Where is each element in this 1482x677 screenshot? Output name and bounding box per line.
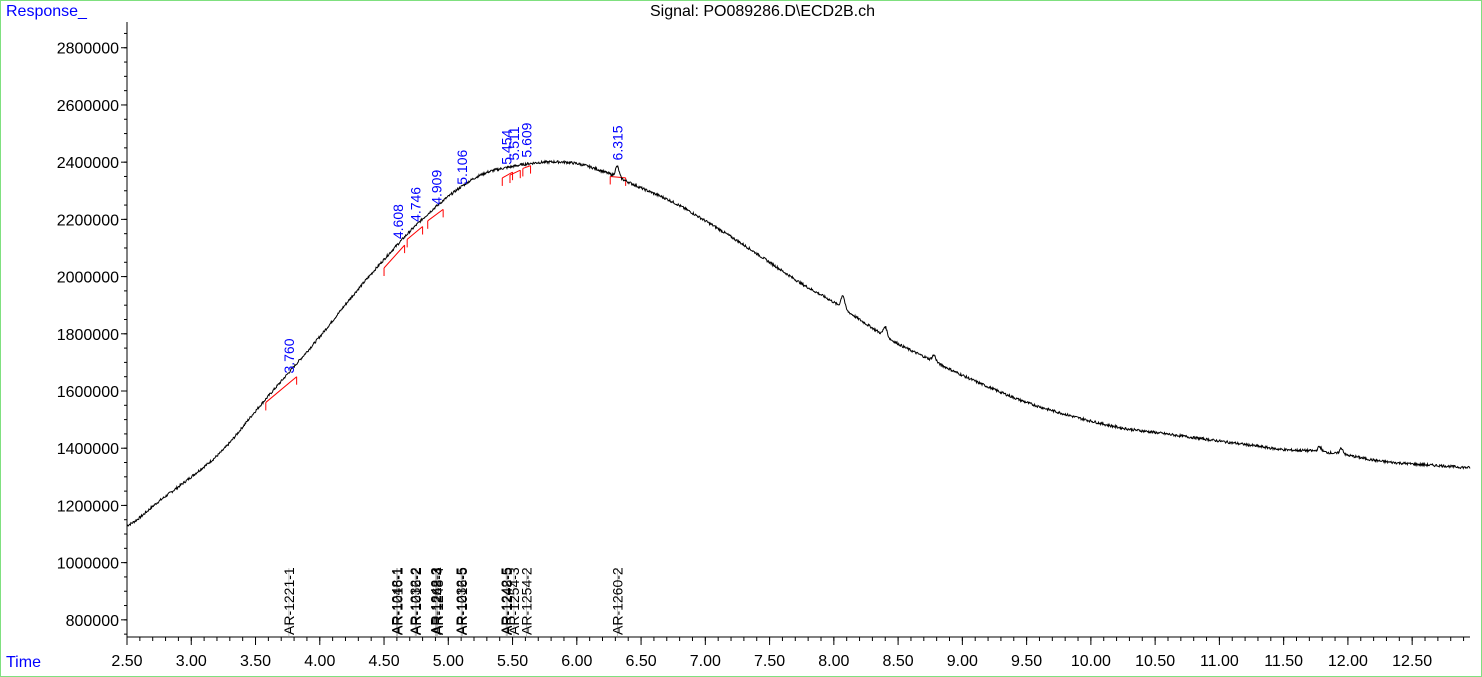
x-tick-label: 6.00 <box>561 653 592 670</box>
baseline-segment <box>265 376 297 403</box>
peak-rt-label: 4.746 <box>408 187 424 222</box>
x-axis-label: Time <box>6 654 41 671</box>
x-tick-label: 3.50 <box>240 653 271 670</box>
y-tick-label: 1000000 <box>57 556 119 573</box>
y-tick-label: 1200000 <box>57 498 119 515</box>
peak-rt-label: 4.909 <box>429 170 445 205</box>
x-tick-label: 9.00 <box>947 653 978 670</box>
x-tick-label: 11.50 <box>1264 653 1303 670</box>
x-tick-label: 11.00 <box>1200 653 1239 670</box>
baseline-segment <box>406 226 423 240</box>
x-tick-label: 10.50 <box>1135 653 1175 670</box>
y-tick-label: 1800000 <box>57 327 119 344</box>
signal-line <box>126 159 1471 527</box>
x-tick-label: 3.00 <box>176 653 207 670</box>
x-tick-label: 9.50 <box>1011 653 1042 670</box>
peak-labels: 3.760 4.608 4.746 4.909 5.106 5.4545.5115.609… <box>281 122 625 373</box>
baseline-segment <box>509 169 521 176</box>
compound-label: AR-1232-5 <box>453 567 469 635</box>
y-tick-label: 1400000 <box>57 441 119 458</box>
compound-label: AR-1268-3 <box>429 567 445 635</box>
x-tick-label: 7.00 <box>690 653 721 670</box>
peak-rt-label: 5.511 <box>506 126 522 160</box>
y-tick-label: 2000000 <box>57 270 119 287</box>
baseline-segment <box>427 208 444 222</box>
peak-rt-label: 5.106 <box>454 150 470 185</box>
compound-label: AR-1260-2 <box>609 567 625 635</box>
baseline-segment <box>522 165 531 169</box>
x-tick-label: 5.00 <box>433 653 464 670</box>
compound-markers: AR-1221-1 AR-1248-1AR-1016-1 AR-1232-2AR-1… <box>281 567 625 637</box>
compound-label: AR-1242-3 <box>428 567 444 635</box>
chart-title: Signal: PO089286.D\ECD2B.ch <box>650 3 876 20</box>
y-tick-label: 2600000 <box>57 98 119 115</box>
y-tick-label: 2200000 <box>57 212 119 229</box>
compound-label: AR-1221-1 <box>281 567 297 635</box>
compound-label: AR-1242-5 <box>498 567 514 635</box>
peak-rt-label: 3.760 <box>281 338 297 373</box>
compound-label: AR-1248-5 <box>499 567 515 635</box>
compound-label: AR-1248-1 <box>388 567 404 635</box>
peak-rt-label: 6.315 <box>609 125 625 160</box>
x-tick-label: 5.50 <box>497 653 528 670</box>
x-tick-label: 8.00 <box>818 653 849 670</box>
signal-trace <box>126 159 1471 527</box>
compound-label: AR-1016-1 <box>389 567 405 635</box>
peak-rt-label: 5.454 <box>499 129 515 164</box>
compound-label: AR-1254-3 <box>506 567 522 635</box>
y-axis-label: Response_ <box>6 3 87 20</box>
compound-label: AR-1248-4 <box>430 567 446 635</box>
baseline-segment <box>610 175 626 179</box>
baseline-segment <box>502 171 513 179</box>
peak-rt-label: 4.608 <box>390 204 406 239</box>
x-tick-label: 7.50 <box>754 653 785 670</box>
y-tick-label: 1600000 <box>57 384 119 401</box>
x-tick-label: 10.00 <box>1071 653 1111 670</box>
y-tick-label: 800000 <box>66 613 119 630</box>
peak-rt-label: 5.609 <box>519 122 535 157</box>
x-tick-label: 4.00 <box>304 653 335 670</box>
y-tick-label: 2400000 <box>57 155 119 172</box>
axes: 800000 1000000 1200000 1400000 1600000 180000… <box>57 22 1470 670</box>
compound-label: AR-1254-2 <box>519 567 535 635</box>
x-tick-label: 12.50 <box>1392 653 1432 670</box>
x-tick-label: 12.00 <box>1328 653 1368 670</box>
x-tick-label: 6.50 <box>625 653 656 670</box>
x-tick-label: 2.50 <box>111 653 142 670</box>
x-tick-label: 4.50 <box>368 653 399 670</box>
x-tick-label: 8.50 <box>883 653 914 670</box>
integration-baselines <box>265 165 627 411</box>
compound-label: AR-1016-5 <box>454 567 470 635</box>
baseline-segment <box>383 244 405 269</box>
compound-label: AR-1016-2 <box>408 567 424 635</box>
y-tick-label: 2800000 <box>57 41 119 58</box>
compound-label: AR-1232-2 <box>407 567 423 635</box>
